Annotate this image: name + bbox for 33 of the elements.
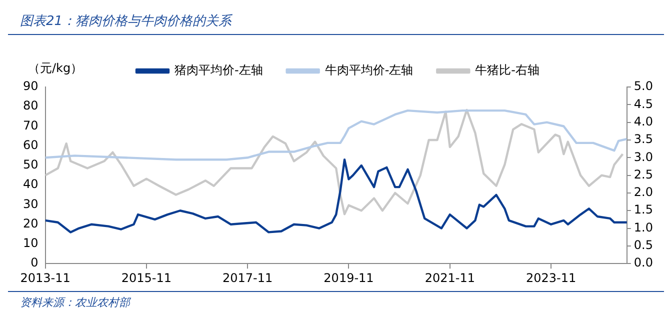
y2-tick-label: 1.5 <box>634 202 654 217</box>
y2-tick-label: 4.5 <box>634 96 654 111</box>
y-tick-label: 80 <box>22 98 38 113</box>
y2-tick-label: 3.0 <box>634 150 654 164</box>
y2-tick-label: 4.0 <box>634 114 654 128</box>
y-axis-title: （元/kg） <box>28 61 83 76</box>
legend-label: 牛猪比-右轴 <box>475 63 540 78</box>
y-tick-label: 60 <box>22 138 38 152</box>
x-tick-label: 2017-11 <box>222 270 273 285</box>
y2-tick-label: 1.0 <box>634 220 654 234</box>
y2-tick-label: 0.5 <box>634 238 654 252</box>
y-tick-label: 90 <box>22 79 38 94</box>
y-tick-label: 0 <box>30 256 38 270</box>
x-tick-label: 2023-11 <box>526 270 576 285</box>
y2-tick-label: 5.0 <box>634 79 654 94</box>
y-tick-label: 30 <box>22 196 38 211</box>
text: 资料来源：农业农村部 <box>8 292 664 310</box>
y2-tick-label: 3.5 <box>634 132 654 146</box>
y2-tick-label: 2.0 <box>634 185 654 200</box>
x-tick-label: 2021-11 <box>424 270 475 285</box>
y-tick-label: 50 <box>22 158 38 172</box>
legend-label: 猪肉平均价-左轴 <box>174 63 263 78</box>
y2-tick-label: 2.5 <box>634 167 654 182</box>
chart-title: 图表21：猪肉价格与牛肉价格的关系 <box>8 8 664 35</box>
x-tick-label: 2015-11 <box>121 270 172 285</box>
y2-tick-label: 0.0 <box>634 256 654 270</box>
x-tick-label: 2019-11 <box>324 270 374 285</box>
y-tick-label: 70 <box>22 118 38 132</box>
x-tick-label: 2013-11 <box>20 270 70 285</box>
y-tick-label: 20 <box>22 216 38 230</box>
legend-label: 牛肉平均价-左轴 <box>324 63 414 78</box>
y-tick-label: 10 <box>22 236 38 250</box>
y-tick-label: 40 <box>22 177 38 192</box>
